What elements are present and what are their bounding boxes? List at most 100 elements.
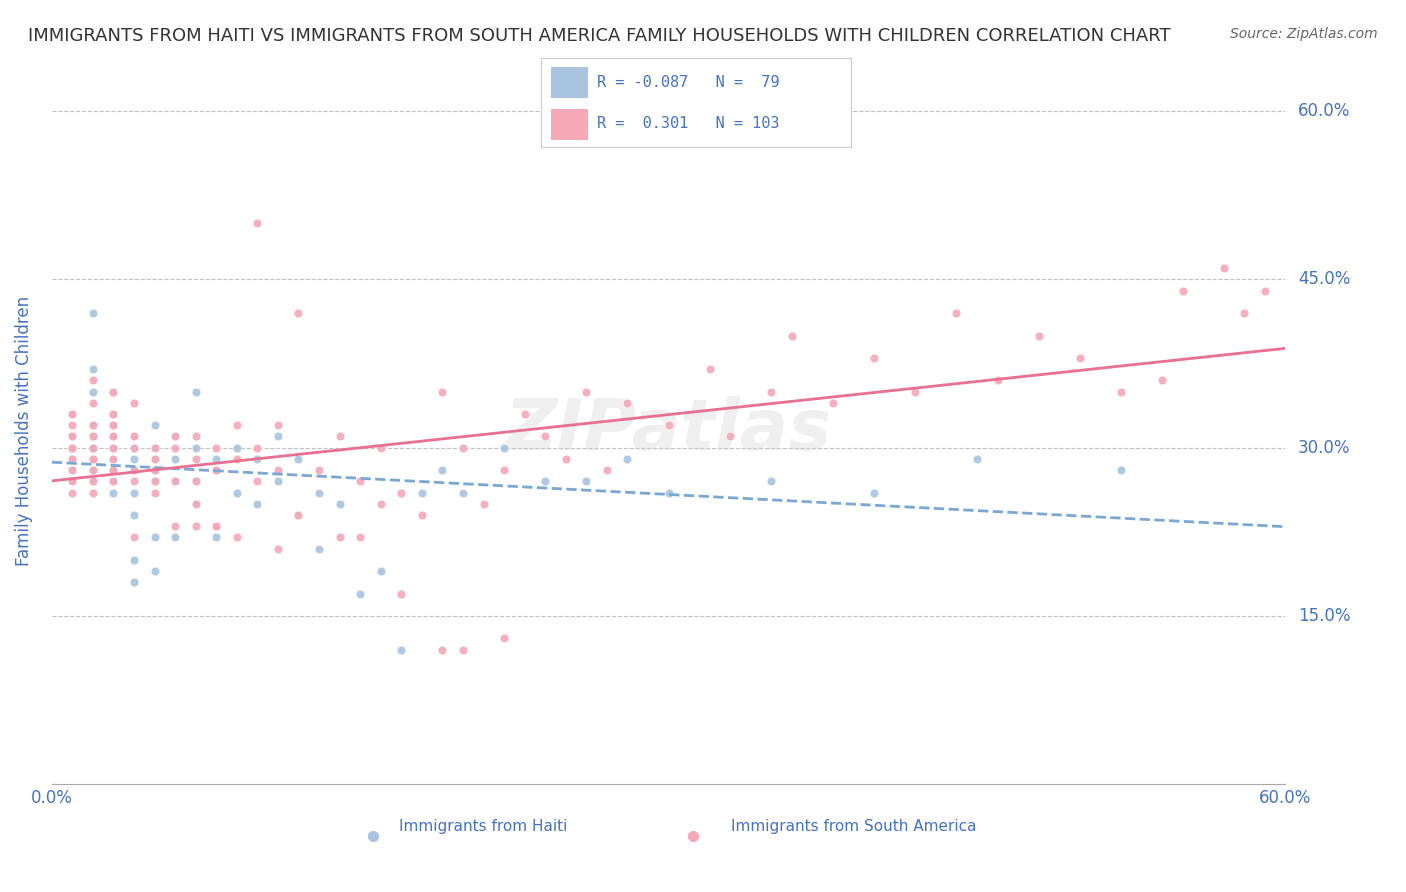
Point xyxy=(1233,306,1256,320)
Point xyxy=(308,463,330,477)
Point xyxy=(184,475,207,489)
Point xyxy=(287,306,309,320)
Point xyxy=(122,429,145,443)
Point xyxy=(82,429,104,443)
Point xyxy=(143,441,166,455)
Point xyxy=(184,519,207,533)
Point xyxy=(184,429,207,443)
Point xyxy=(122,531,145,545)
Point xyxy=(165,519,187,533)
Point xyxy=(389,485,412,500)
Point xyxy=(349,586,371,600)
Point xyxy=(122,553,145,567)
Point xyxy=(451,485,474,500)
Point xyxy=(761,384,783,399)
Point xyxy=(205,463,228,477)
Point xyxy=(60,441,83,455)
Point xyxy=(287,451,309,466)
Point xyxy=(267,475,290,489)
Point xyxy=(165,451,187,466)
Point xyxy=(103,418,125,433)
Point xyxy=(103,451,125,466)
Point xyxy=(225,418,247,433)
Point xyxy=(143,451,166,466)
Point xyxy=(329,429,352,443)
Point xyxy=(82,362,104,376)
Point xyxy=(1171,284,1194,298)
Point xyxy=(60,429,83,443)
Point xyxy=(534,429,557,443)
Point xyxy=(122,575,145,590)
Point xyxy=(1109,859,1132,873)
Point xyxy=(494,632,516,646)
Point xyxy=(411,485,433,500)
Point xyxy=(513,407,536,421)
Point xyxy=(205,531,228,545)
Point xyxy=(966,451,988,466)
Point xyxy=(554,451,576,466)
Point xyxy=(82,373,104,387)
Point xyxy=(184,475,207,489)
Point xyxy=(82,463,104,477)
Point xyxy=(82,429,104,443)
Point xyxy=(103,429,125,443)
Text: Immigrants from Haiti: Immigrants from Haiti xyxy=(399,819,568,834)
Point xyxy=(184,497,207,511)
Point xyxy=(60,475,83,489)
Point xyxy=(432,384,454,399)
Point xyxy=(143,531,166,545)
Point xyxy=(143,418,166,433)
Point xyxy=(308,541,330,556)
Point xyxy=(82,441,104,455)
Point xyxy=(82,451,104,466)
Point xyxy=(494,463,516,477)
Point xyxy=(122,475,145,489)
Point xyxy=(60,407,83,421)
Point xyxy=(205,463,228,477)
Point xyxy=(103,441,125,455)
Point xyxy=(904,384,927,399)
Point xyxy=(122,508,145,522)
Point xyxy=(823,396,845,410)
Point xyxy=(184,451,207,466)
Point xyxy=(1109,463,1132,477)
Point xyxy=(82,475,104,489)
Point xyxy=(451,441,474,455)
Point xyxy=(122,441,145,455)
Point xyxy=(246,497,269,511)
Point xyxy=(82,396,104,410)
Point xyxy=(122,463,145,477)
Point xyxy=(616,451,638,466)
Point xyxy=(225,485,247,500)
Point xyxy=(165,475,187,489)
Point xyxy=(60,441,83,455)
Point xyxy=(60,463,83,477)
Point xyxy=(494,441,516,455)
FancyBboxPatch shape xyxy=(551,109,588,140)
Point xyxy=(267,541,290,556)
Point xyxy=(184,497,207,511)
Point xyxy=(184,441,207,455)
Point xyxy=(575,384,598,399)
Point xyxy=(122,429,145,443)
Point xyxy=(616,396,638,410)
Point xyxy=(1150,373,1173,387)
Point xyxy=(1028,328,1050,343)
Point xyxy=(143,441,166,455)
Point xyxy=(165,429,187,443)
Text: Source: ZipAtlas.com: Source: ZipAtlas.com xyxy=(1230,27,1378,41)
Point xyxy=(82,418,104,433)
Point xyxy=(184,384,207,399)
Point xyxy=(329,497,352,511)
Point xyxy=(103,463,125,477)
Point xyxy=(1069,351,1091,365)
Point xyxy=(658,485,681,500)
Point xyxy=(225,531,247,545)
Point xyxy=(165,429,187,443)
Point xyxy=(60,451,83,466)
Point xyxy=(122,485,145,500)
Point xyxy=(718,429,741,443)
Point xyxy=(699,362,721,376)
Point xyxy=(945,306,967,320)
Point xyxy=(308,485,330,500)
